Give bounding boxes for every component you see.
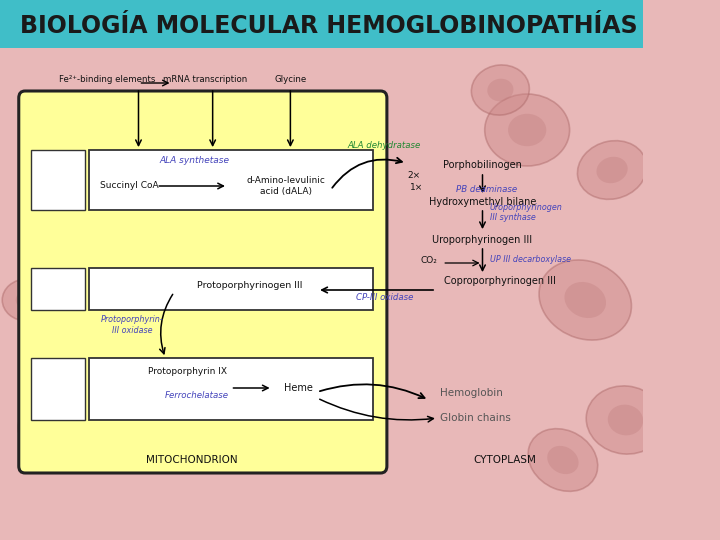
Text: BIOLOGÍA MOLECULAR HEMOGLOBINOPATHÍAS: BIOLOGÍA MOLECULAR HEMOGLOBINOPATHÍAS <box>19 14 637 38</box>
Bar <box>31 150 85 210</box>
Text: Coproporphyrinogen III: Coproporphyrinogen III <box>444 276 557 286</box>
Bar <box>89 150 374 210</box>
Text: 1×: 1× <box>410 183 423 192</box>
Text: Succinyl CoA: Succinyl CoA <box>100 181 159 191</box>
Text: Fe²⁺-binding elements: Fe²⁺-binding elements <box>59 75 156 84</box>
Ellipse shape <box>608 404 643 435</box>
Text: ALA synthetase: ALA synthetase <box>160 156 230 165</box>
Text: ALA dehydratase: ALA dehydratase <box>348 141 420 150</box>
Ellipse shape <box>547 446 579 474</box>
Text: UP III decarboxylase: UP III decarboxylase <box>490 255 571 265</box>
FancyBboxPatch shape <box>19 91 387 473</box>
Text: Hydroxymethyl bilane: Hydroxymethyl bilane <box>429 197 536 207</box>
Ellipse shape <box>586 386 665 454</box>
Ellipse shape <box>596 157 628 183</box>
Ellipse shape <box>2 279 51 321</box>
Text: Protoporphyrin IX: Protoporphyrin IX <box>148 368 227 376</box>
Bar <box>0 0 644 48</box>
Text: Heme: Heme <box>284 383 313 393</box>
Ellipse shape <box>472 65 529 115</box>
Text: Ferrochelatase: Ferrochelatase <box>165 391 228 400</box>
Text: Uroporphyrinogen III: Uroporphyrinogen III <box>433 235 533 245</box>
Ellipse shape <box>487 79 513 102</box>
Text: PB deaminase: PB deaminase <box>456 185 517 194</box>
Ellipse shape <box>32 420 57 440</box>
Text: Glycine: Glycine <box>274 75 307 84</box>
Text: Uroporphyrinogen
III synthase: Uroporphyrinogen III synthase <box>490 202 562 222</box>
Ellipse shape <box>18 407 71 453</box>
Text: Protoporphyrin-
III oxidase: Protoporphyrin- III oxidase <box>101 315 163 335</box>
Text: Porphobilinogen: Porphobilinogen <box>443 160 522 170</box>
Ellipse shape <box>539 260 631 340</box>
Bar <box>31 358 85 420</box>
Text: CO₂: CO₂ <box>420 256 437 265</box>
Ellipse shape <box>485 94 570 166</box>
Text: Protoporphyrinogen III: Protoporphyrinogen III <box>197 280 303 289</box>
Text: Globin chains: Globin chains <box>440 413 510 423</box>
Text: Hemoglobin: Hemoglobin <box>440 388 503 398</box>
Bar <box>89 268 374 310</box>
Text: d-Amino-levulinic
acid (dALA): d-Amino-levulinic acid (dALA) <box>246 176 325 195</box>
Ellipse shape <box>16 291 38 309</box>
Ellipse shape <box>508 114 546 146</box>
Ellipse shape <box>577 140 647 199</box>
Bar <box>31 268 85 310</box>
Text: CP-III oxidase: CP-III oxidase <box>356 293 413 302</box>
Text: mRNA transcription: mRNA transcription <box>163 75 248 84</box>
Text: CYTOPLASM: CYTOPLASM <box>473 455 536 465</box>
Ellipse shape <box>564 282 606 318</box>
Text: MITOCHONDRION: MITOCHONDRION <box>146 455 238 465</box>
Text: 2×: 2× <box>407 171 420 180</box>
Bar <box>89 358 374 420</box>
Ellipse shape <box>528 429 598 491</box>
